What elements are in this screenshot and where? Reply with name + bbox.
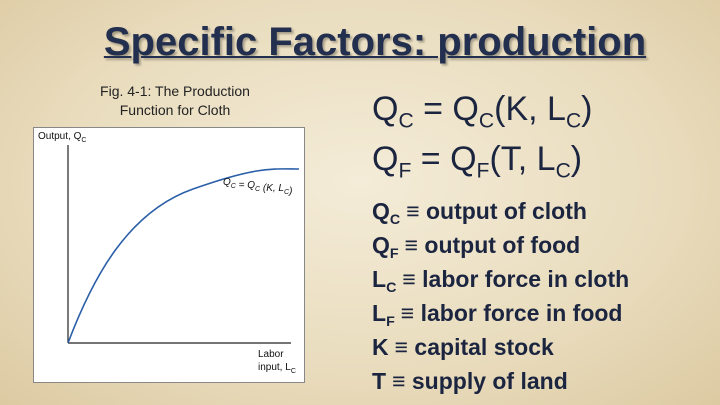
definition-text: ≡ output of cloth — [406, 198, 587, 224]
subscript: C — [284, 189, 290, 196]
equations: QC = QC(K, LC) QF = QF(T, LC) — [372, 84, 593, 184]
definition-row: K ≡ capital stock — [372, 330, 629, 364]
text-segment: ) — [570, 140, 583, 178]
definition-row: T ≡ supply of land — [372, 364, 629, 398]
definition-text: ≡ output of food — [404, 232, 581, 258]
text-segment: Q — [372, 140, 399, 178]
subscript: C — [555, 159, 571, 183]
definition-row: LC ≡ labor force in cloth — [372, 262, 629, 296]
definition-text: ≡ labor force in cloth — [402, 266, 630, 292]
symbol: L — [372, 300, 387, 326]
text-segment: (T, L — [489, 140, 556, 178]
subscript: C — [389, 211, 401, 228]
text-segment: Labor — [258, 349, 284, 360]
subscript: F — [389, 245, 399, 262]
symbol: K — [372, 334, 389, 360]
definition-text: ≡ capital stock — [394, 334, 554, 360]
y-axis-label: Output, QC — [38, 131, 86, 144]
text-segment: Q — [372, 90, 399, 128]
definition-text: ≡ supply of land — [392, 368, 568, 394]
figure-caption: Fig. 4-1: The Production Function for Clo… — [40, 82, 310, 120]
curve-label: QC = QC (K, LC) — [223, 177, 292, 197]
definitions: QC ≡ output of cloth QF ≡ output of food LC ≡… — [372, 194, 629, 398]
symbol: T — [372, 368, 387, 394]
equation: QC = QC(K, LC) — [372, 84, 593, 134]
subscript: C — [81, 137, 86, 144]
subscript: F — [398, 159, 412, 183]
text-segment: input, L — [258, 362, 291, 373]
subscript: C — [231, 183, 237, 190]
text-segment: Output, Q — [38, 131, 82, 142]
text-segment: (K, L — [260, 183, 284, 194]
production-curve — [67, 168, 300, 344]
subscript: C — [386, 279, 397, 296]
caption-line: Function for Cloth — [119, 102, 231, 118]
symbol: L — [372, 266, 387, 292]
subscript: F — [476, 159, 490, 183]
subscript: F — [386, 313, 395, 330]
subscript: C — [398, 109, 414, 133]
x-axis-label: Labor — [258, 349, 284, 360]
symbol: Q — [372, 198, 390, 224]
equation: QF = QF(T, LC) — [372, 134, 593, 184]
subscript: C — [255, 186, 261, 193]
definition-row: LF ≡ labor force in food — [372, 296, 629, 330]
text-segment: Q — [223, 177, 231, 188]
x-axis-label: input, LC — [258, 362, 296, 375]
subscript: C — [291, 368, 296, 375]
definition-text: ≡ labor force in food — [400, 300, 623, 326]
caption-line: Fig. 4-1: The Production — [100, 83, 250, 99]
text-segment: = Q — [411, 140, 477, 178]
text-segment: = Q — [413, 90, 479, 128]
text-segment: = Q — [236, 180, 255, 191]
figure-frame — [33, 127, 305, 383]
symbol: Q — [372, 232, 390, 258]
text-segment: (K, L — [494, 90, 566, 128]
definition-row: QF ≡ output of food — [372, 228, 629, 262]
subscript: C — [478, 109, 495, 133]
text-segment: ) — [288, 186, 292, 197]
slide-title: Specific Factors: production — [103, 20, 647, 64]
subscript: C — [565, 109, 582, 133]
text-segment: ) — [581, 90, 593, 128]
definition-row: QC ≡ output of cloth — [372, 194, 629, 228]
